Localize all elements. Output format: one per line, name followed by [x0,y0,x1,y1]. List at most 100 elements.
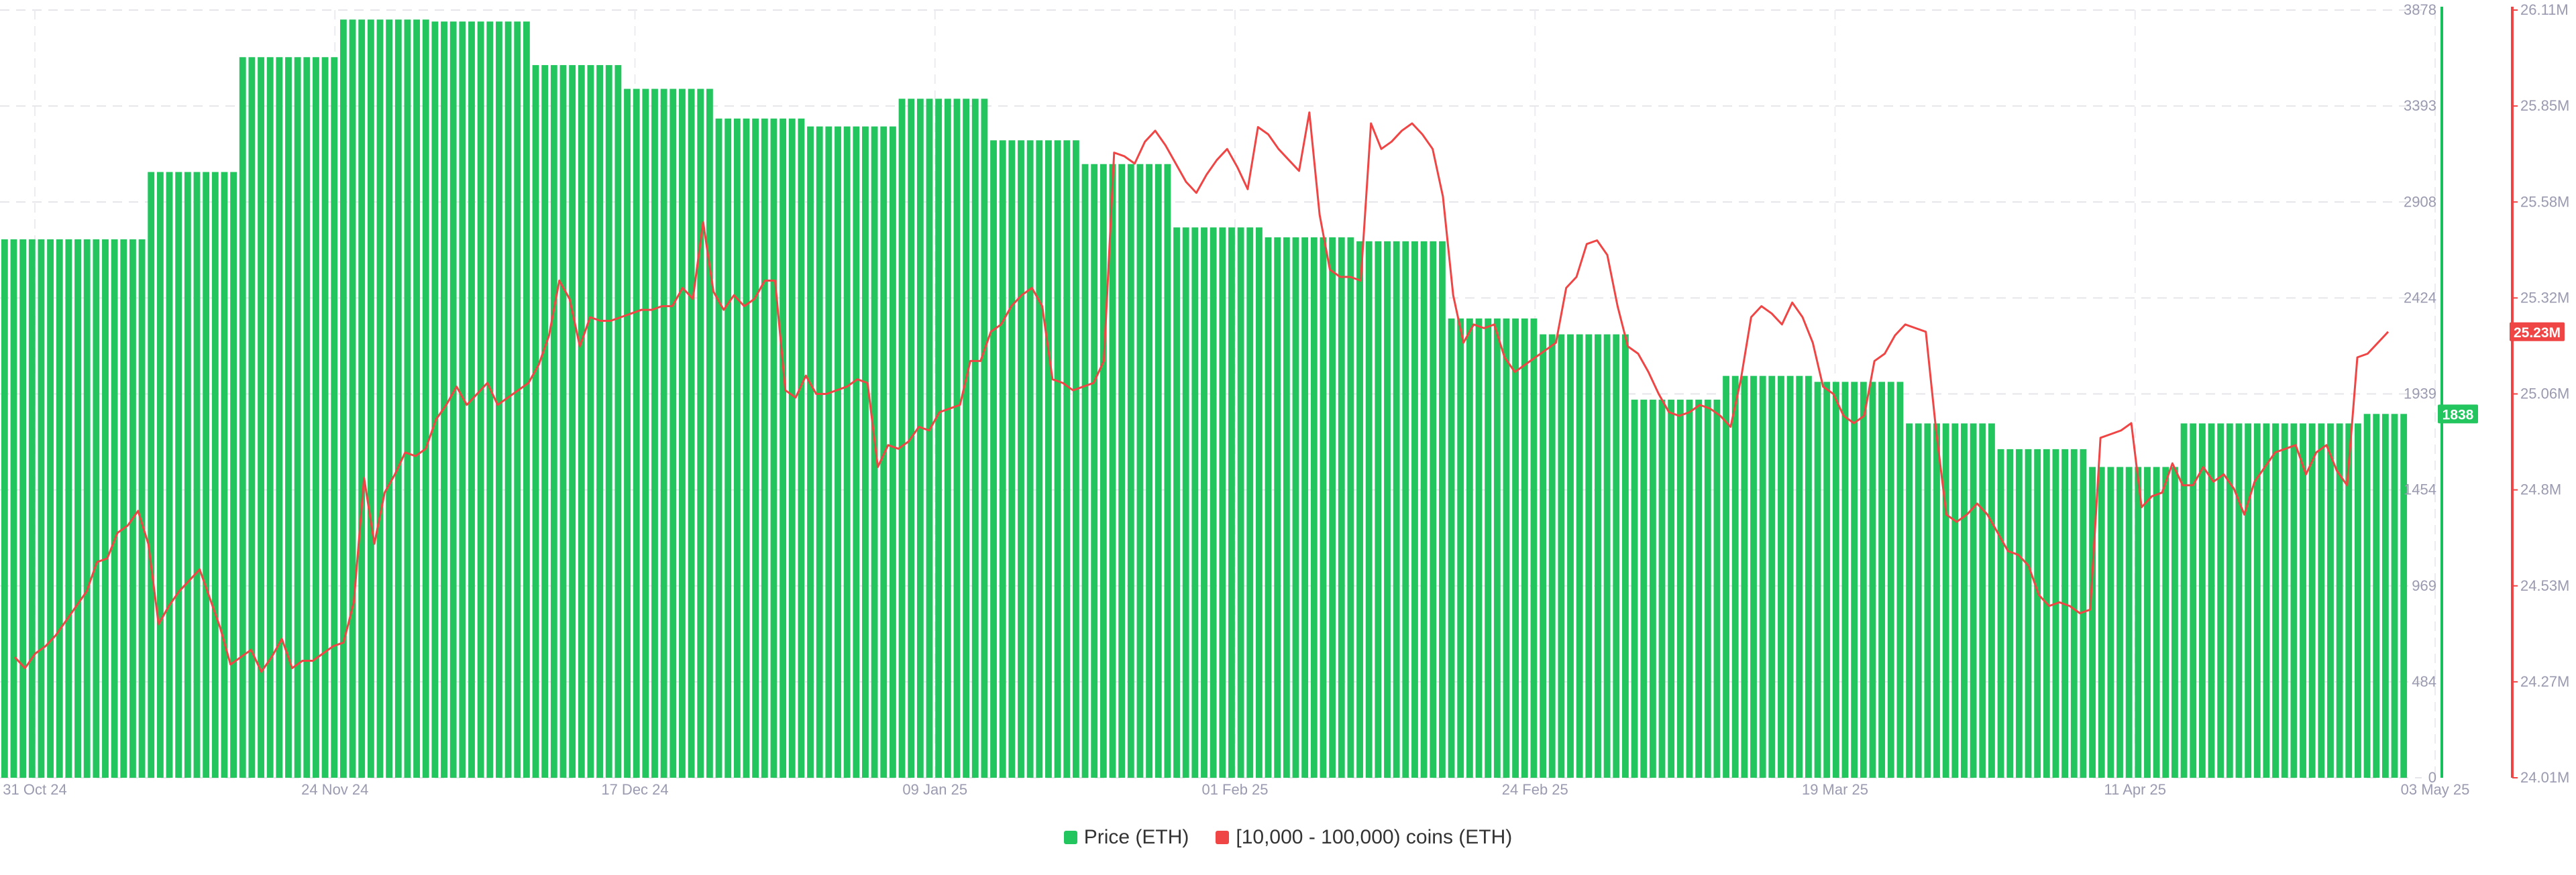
bar [1365,241,1373,778]
bar [2135,467,2142,778]
bar [697,89,704,778]
grid-layer [0,9,2436,778]
left-tick-label: 3393 [2404,97,2436,114]
bar [1210,227,1217,778]
x-tick-label: 19 Mar 25 [1802,781,1868,798]
bar [349,19,356,778]
bar [926,99,933,778]
bar [2245,423,2252,778]
legend-swatch-coins [1216,831,1230,844]
bar [166,172,173,778]
bar [843,126,851,778]
bar [624,89,631,778]
left-tick-label: 1939 [2404,386,2436,402]
bar [1997,449,2004,778]
bar [1649,400,1656,778]
bar [1640,400,1648,778]
bar [47,239,54,778]
bar [1255,227,1263,778]
bar [2235,423,2243,778]
bar-series-price [1,19,2408,778]
bar [1237,227,1244,778]
bar [1072,140,1079,778]
left-tick-label: 484 [2412,673,2436,690]
bar [102,239,109,778]
bar [1814,382,1821,778]
bar [1356,241,1363,778]
x-tick-label: 24 Nov 24 [301,781,368,798]
bar [321,57,329,778]
bar [504,21,512,778]
bar [1951,423,1959,778]
bar [1347,237,1354,778]
bar [477,21,484,778]
bar [825,126,833,778]
bar [569,65,576,778]
bar [2308,423,2316,778]
bar [835,126,841,778]
bar [2171,467,2178,778]
bar [230,172,237,778]
bar [1988,423,1995,778]
bar [2180,423,2188,778]
bar [733,118,741,778]
bar [1558,334,1565,778]
bar [559,65,567,778]
bar [2217,423,2224,778]
coins-line [13,111,2390,673]
bar [1832,382,1839,778]
bar [486,21,494,778]
bar [633,89,640,778]
bar [1109,164,1116,778]
bar [1146,164,1153,778]
bar [889,126,896,778]
bar [1182,227,1189,778]
bar [258,57,264,778]
price-value-badge [2438,404,2478,424]
bar [2373,414,2380,778]
bar [1567,334,1574,778]
bar [1869,382,1876,778]
bar [761,118,768,778]
legend-item-coins[interactable]: [10,000 - 100,000) coins (ETH) [1216,826,1512,849]
bar [294,57,301,778]
bar [2098,467,2105,778]
bar [1676,400,1684,778]
bar [871,126,878,778]
bar [1274,237,1281,778]
bar [1384,241,1391,778]
bar [203,172,210,778]
bar [853,126,860,778]
bar [1768,375,1776,778]
bar [2263,423,2270,778]
bar [1054,140,1061,778]
bar [1201,227,1208,778]
bar [715,118,722,778]
right-tick-label: 25.85M [2520,97,2569,114]
bar [303,57,311,778]
bar [193,172,201,778]
bar [1155,164,1162,778]
bar [999,140,1006,778]
bar [706,89,713,778]
bar [1310,237,1318,778]
bar [1778,375,1784,778]
coins-value-badge [2510,322,2565,341]
bar [2190,423,2197,778]
legend-swatch-price [1063,831,1077,844]
bar [614,65,622,778]
legend-item-price[interactable]: Price (ETH) [1063,826,1189,849]
bar [1420,241,1428,778]
bar [211,172,219,778]
x-tick-label: 17 Dec 24 [601,781,668,798]
bar [1191,227,1199,778]
bar [1127,164,1134,778]
bar [1246,227,1254,778]
bar [1621,334,1629,778]
bar [2052,449,2059,778]
bar [1081,164,1089,778]
bar [2015,449,2023,778]
bar [1283,237,1290,778]
bar [743,118,750,778]
bar [1741,375,1748,778]
